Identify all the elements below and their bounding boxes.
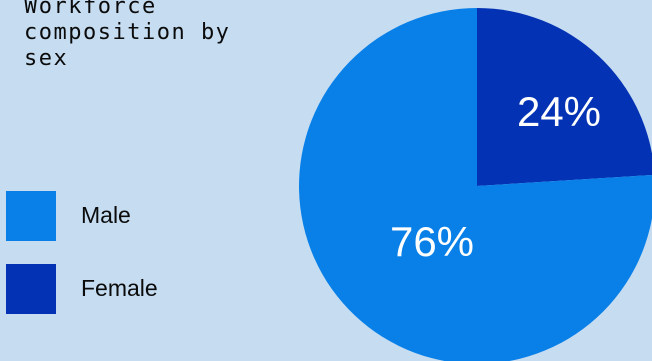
slice-label-female: 24% <box>517 88 601 135</box>
legend-swatch-male <box>6 191 56 241</box>
chart-title: Workforce composition by sex <box>24 0 231 71</box>
legend-swatch-female <box>6 264 56 314</box>
legend-label-female: Female <box>81 275 158 301</box>
slice-label-male: 76% <box>390 218 474 265</box>
legend-label-male: Male <box>81 202 131 228</box>
pie-slice-female <box>477 8 652 186</box>
pie-slice-male <box>299 8 652 361</box>
